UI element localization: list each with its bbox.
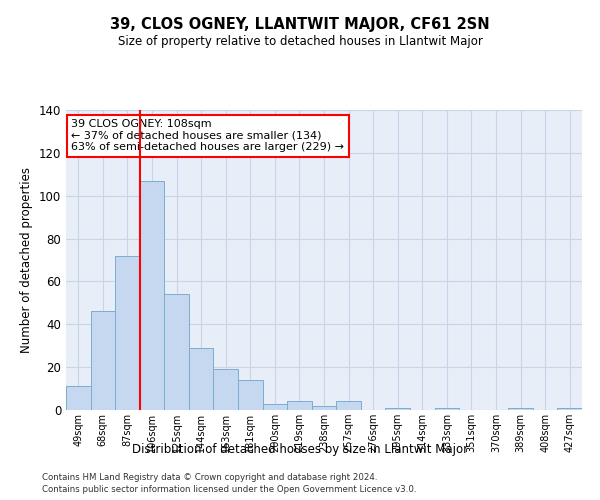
Bar bbox=[140, 180, 164, 410]
Bar bbox=[312, 406, 336, 410]
Text: Contains public sector information licensed under the Open Government Licence v3: Contains public sector information licen… bbox=[42, 485, 416, 494]
Bar bbox=[385, 408, 410, 410]
Bar bbox=[238, 380, 263, 410]
Bar bbox=[164, 294, 189, 410]
Text: 39, CLOS OGNEY, LLANTWIT MAJOR, CF61 2SN: 39, CLOS OGNEY, LLANTWIT MAJOR, CF61 2SN bbox=[110, 18, 490, 32]
Bar bbox=[214, 370, 238, 410]
Text: Distribution of detached houses by size in Llantwit Major: Distribution of detached houses by size … bbox=[132, 442, 468, 456]
Bar bbox=[434, 408, 459, 410]
Bar bbox=[557, 408, 582, 410]
Bar bbox=[263, 404, 287, 410]
Bar bbox=[287, 402, 312, 410]
Text: 39 CLOS OGNEY: 108sqm
← 37% of detached houses are smaller (134)
63% of semi-det: 39 CLOS OGNEY: 108sqm ← 37% of detached … bbox=[71, 119, 344, 152]
Bar bbox=[189, 348, 214, 410]
Bar bbox=[115, 256, 140, 410]
Bar bbox=[336, 402, 361, 410]
Bar bbox=[508, 408, 533, 410]
Text: Size of property relative to detached houses in Llantwit Major: Size of property relative to detached ho… bbox=[118, 35, 482, 48]
Text: Contains HM Land Registry data © Crown copyright and database right 2024.: Contains HM Land Registry data © Crown c… bbox=[42, 472, 377, 482]
Bar bbox=[66, 386, 91, 410]
Y-axis label: Number of detached properties: Number of detached properties bbox=[20, 167, 33, 353]
Bar bbox=[91, 312, 115, 410]
